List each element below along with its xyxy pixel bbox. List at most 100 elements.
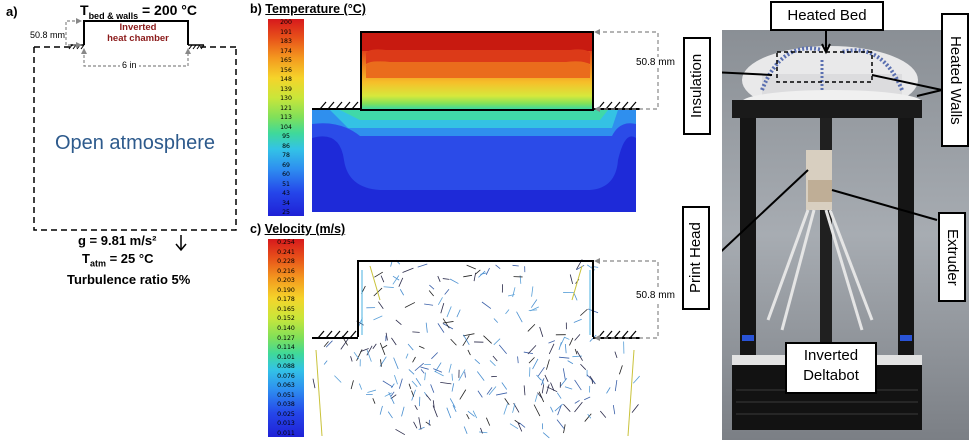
velocity-vector xyxy=(382,380,394,388)
ambient-temp-value: = 25 °C xyxy=(109,251,154,266)
velocity-vector xyxy=(353,351,360,360)
velocity-vector xyxy=(312,378,316,389)
velocity-vector xyxy=(418,417,422,430)
bed-temp-value: = 200 °C xyxy=(141,2,197,18)
velocity-vector xyxy=(485,417,491,426)
velocity-vector xyxy=(580,308,588,316)
velocity-vector xyxy=(580,363,587,370)
velocity-vector xyxy=(508,294,515,297)
colorbar-tick-label: 0.190 xyxy=(277,286,295,294)
velocity-vector xyxy=(442,278,450,280)
velocity-vector xyxy=(527,345,537,355)
velocity-vector xyxy=(449,398,456,408)
velocity-vector xyxy=(437,275,441,282)
velocity-vector xyxy=(402,267,414,273)
velocity-vector xyxy=(448,363,452,373)
velocity-vector xyxy=(367,389,377,393)
panel-c-title: c) Velocity (m/s) xyxy=(250,222,345,236)
chamber-label-line2: heat chamber xyxy=(107,33,169,44)
velocity-vector xyxy=(512,264,519,267)
velocity-vector xyxy=(412,356,416,363)
colorbar-tick-label: 0.178 xyxy=(277,296,295,304)
velocity-vector xyxy=(472,410,478,419)
velocity-vector xyxy=(557,405,562,416)
velocity-vector xyxy=(380,275,385,283)
colorbar-tick-label: 0.063 xyxy=(277,382,295,390)
gravity-label: g = 9.81 m/s² xyxy=(78,233,157,248)
velocity-vector xyxy=(599,410,607,418)
velocity-vector xyxy=(420,366,429,370)
velocity-vector xyxy=(425,421,431,426)
velocity-vector xyxy=(474,359,481,365)
colorbar-tick-label: 113 xyxy=(280,114,292,121)
velocity-vector xyxy=(558,342,562,350)
colorbar-tick-label: 0.228 xyxy=(277,258,295,266)
velocity-vector xyxy=(584,396,591,401)
velocity-vector xyxy=(380,359,382,367)
velocity-vector xyxy=(493,338,501,346)
velocity-vector xyxy=(424,303,434,306)
velocity-vectors xyxy=(312,259,640,439)
velocity-vector xyxy=(606,387,611,394)
colorbar-tick-label: 0.076 xyxy=(277,372,295,380)
velocity-vector xyxy=(385,332,388,341)
velocity-vector xyxy=(554,403,563,412)
velocity-vector xyxy=(437,297,443,306)
velocity-vector xyxy=(476,371,485,381)
velocity-vector xyxy=(530,299,538,308)
velocity-vector xyxy=(378,301,384,309)
velocity-vector xyxy=(437,323,445,333)
temperature-field xyxy=(312,29,659,212)
velocity-dim-label: 50.8 mm xyxy=(636,290,675,301)
velocity-vector xyxy=(548,343,555,355)
colorbar-tick-label: 191 xyxy=(280,28,292,36)
velocity-vector xyxy=(495,264,501,270)
velocity-vector xyxy=(576,350,583,361)
velocity-vector xyxy=(569,337,574,346)
velocity-vector xyxy=(533,404,541,417)
velocity-vector xyxy=(392,275,400,281)
velocity-title: Velocity (m/s) xyxy=(264,222,346,236)
colorbar-tick-label: 0.088 xyxy=(277,363,295,371)
panel-a-label: a) xyxy=(6,4,18,19)
velocity-vector xyxy=(523,385,526,396)
velocity-vector xyxy=(493,318,499,323)
velocity-vector xyxy=(574,400,580,404)
ambient-temp-symbol: T xyxy=(82,251,90,266)
velocity-vector xyxy=(360,348,369,352)
velocity-chamber-outline xyxy=(357,260,594,337)
velocity-vector xyxy=(323,341,329,348)
velocity-vector xyxy=(556,392,562,399)
velocity-vector xyxy=(541,384,545,394)
velocity-vector xyxy=(350,356,353,362)
velocity-vector xyxy=(569,274,573,285)
colorbar-tick-label: 0.101 xyxy=(277,353,295,361)
colorbar-tick-label: 0.216 xyxy=(277,267,295,275)
velocity-vector xyxy=(387,411,393,419)
velocity-vector xyxy=(614,351,618,359)
velocity-vector xyxy=(451,383,455,392)
velocity-vector xyxy=(505,309,510,315)
colorbar-tick-label: 0.114 xyxy=(277,344,295,352)
velocity-streak xyxy=(315,349,323,437)
velocity-vector xyxy=(573,318,582,323)
colorbar-tick-label: 0.203 xyxy=(277,277,295,285)
velocity-vector xyxy=(334,375,342,383)
velocity-vector xyxy=(574,334,581,341)
velocity-vector xyxy=(373,315,383,321)
colorbar-tick-label: 34 xyxy=(282,199,290,207)
velocity-vector xyxy=(415,378,422,386)
velocity-vector xyxy=(350,380,354,390)
velocity-vector xyxy=(584,413,592,422)
velocity-vector xyxy=(466,413,470,420)
velocity-vector xyxy=(537,366,545,377)
velocity-vector xyxy=(517,421,523,432)
velocity-vector xyxy=(480,427,483,434)
velocity-vector xyxy=(462,335,470,347)
ambient-temp-label: Tatm = 25 °C xyxy=(82,251,153,269)
velocity-vector xyxy=(528,309,538,311)
colorbar-tick-label: 0.241 xyxy=(277,248,295,256)
velocity-vector xyxy=(446,407,452,419)
heat-chamber-box xyxy=(83,20,189,45)
velocity-vector xyxy=(486,387,493,395)
